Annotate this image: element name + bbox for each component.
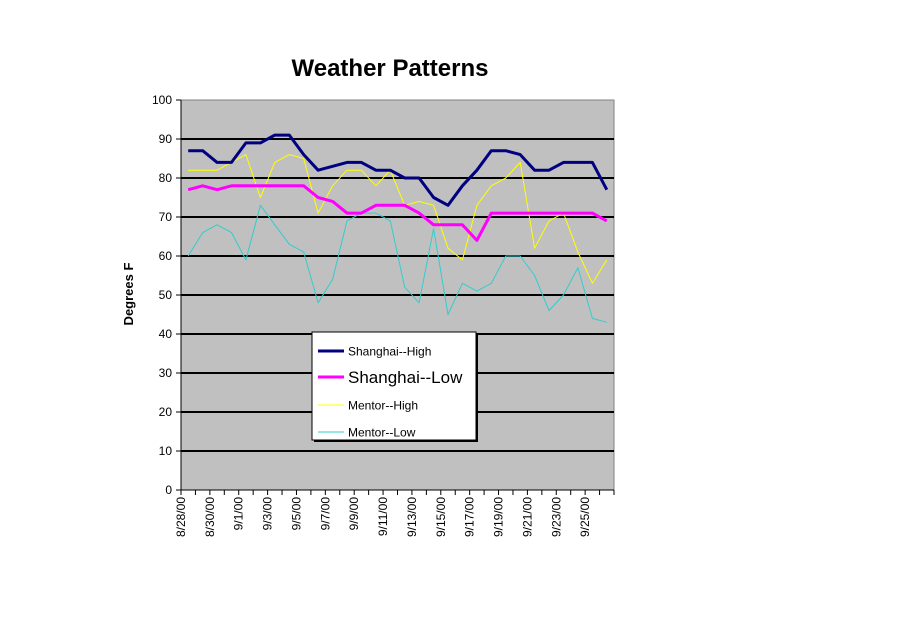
x-tick-label: 9/1/00 [232,497,246,531]
x-tick-label: 9/5/00 [289,497,303,531]
x-tick-label: 9/7/00 [318,497,332,531]
series-line-mentor-high [188,154,608,284]
x-axis-ticks: 8/28/00 8/30/00 9/1/00 9/3/00 9/5/00 9/7/00 9/… [174,490,615,537]
y-tick-label: 30 [159,366,173,380]
y-tick-label: 10 [159,444,173,458]
legend-label: Shanghai--Low [348,368,463,387]
x-tick-label: 9/17/00 [463,497,477,537]
series-lines [187,133,609,323]
legend-label: Mentor--High [348,398,418,412]
y-tick-label: 20 [159,405,173,419]
legend-label: Mentor--Low [348,425,416,439]
x-tick-label: 9/15/00 [434,497,448,537]
y-tick-label: 70 [159,210,173,224]
x-tick-label: 9/19/00 [492,497,506,537]
y-tick-label: 60 [159,249,173,263]
x-tick-label: 9/11/00 [376,497,390,536]
x-tick-label: 9/3/00 [261,497,275,531]
x-tick-label: 9/21/00 [520,497,534,537]
y-tick-label: 40 [159,327,173,341]
y-tick-label: 90 [159,132,173,146]
x-tick-label: 9/25/00 [578,497,592,537]
x-tick-label: 8/30/00 [203,497,217,537]
x-tick-label: 9/13/00 [405,497,419,537]
x-tick-label: 9/23/00 [549,497,563,537]
legend-label: Shanghai--High [348,344,431,358]
legend: Shanghai--High Shanghai--Low Mentor--High M… [311,331,478,442]
y-axis-label: Degrees F [121,263,136,326]
x-tick-label: 9/9/00 [347,497,361,531]
y-tick-label: 80 [159,171,173,185]
series-line-shanghai-low [187,184,608,242]
x-tick-label: 8/28/00 [174,497,188,537]
series-line-shanghai-high [188,133,609,207]
y-tick-label: 50 [159,288,173,302]
y-axis-ticks: 0 10 20 30 40 50 60 70 80 90 100 [152,93,181,497]
chart-title: Weather Patterns [292,55,489,82]
y-tick-label: 0 [165,483,172,497]
y-tick-label: 100 [152,93,172,107]
series-line-mentor-low [187,204,607,323]
